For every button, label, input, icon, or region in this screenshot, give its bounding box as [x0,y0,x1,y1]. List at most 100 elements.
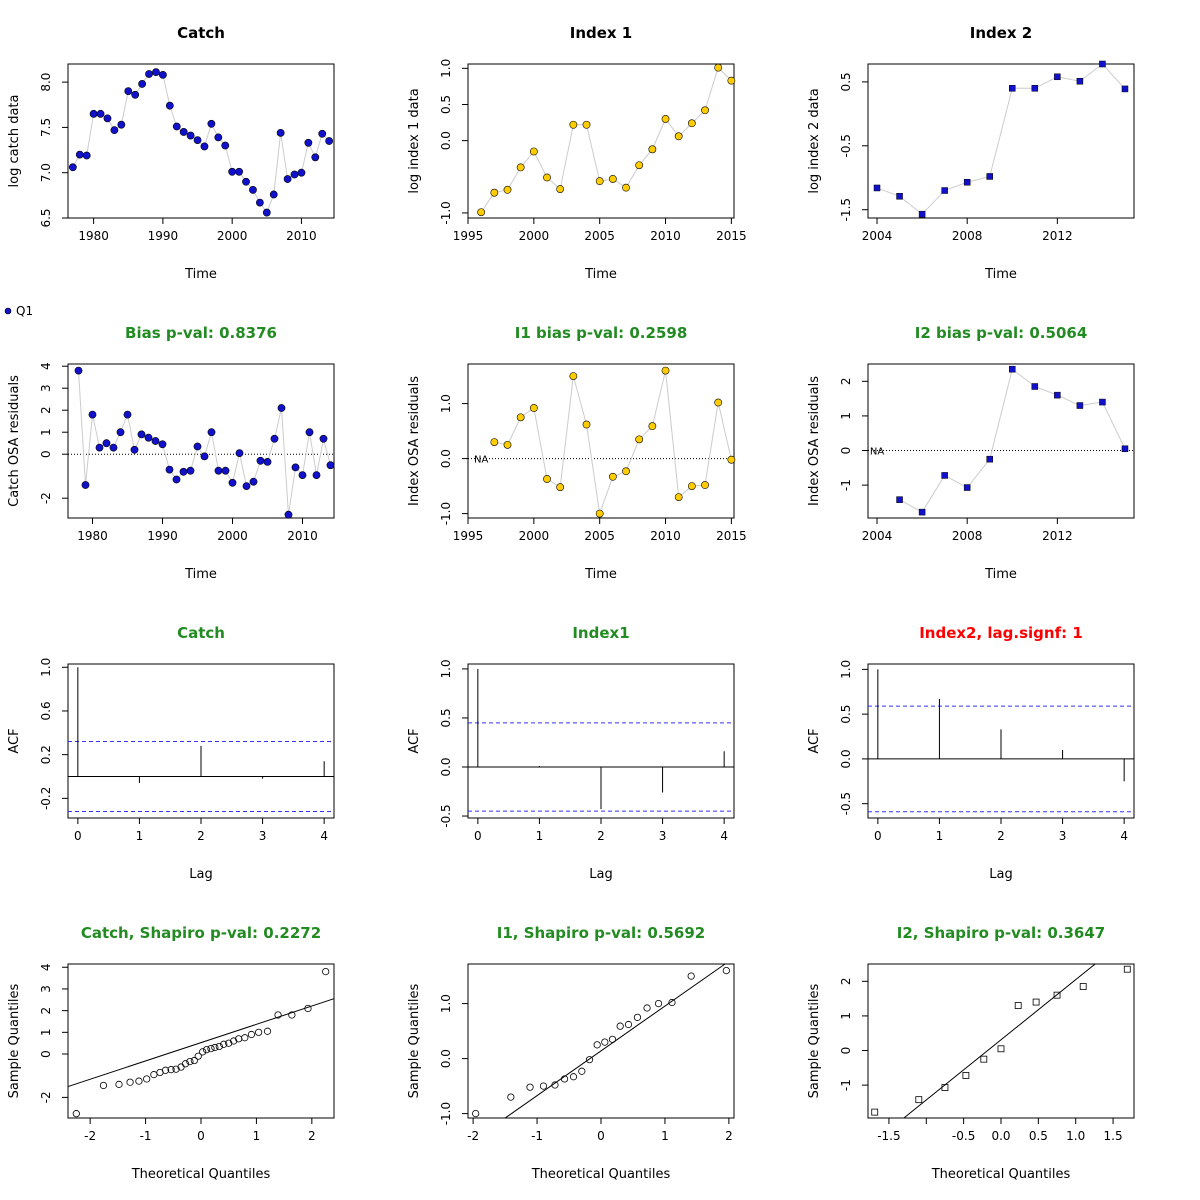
data-point [276,128,285,137]
data-point [556,185,565,193]
data-point [963,178,971,186]
plot-frame [867,363,1135,519]
x-tick-label: -2 [84,1129,96,1143]
x-tick-label: 2 [308,1129,316,1143]
data-point [304,1004,312,1013]
x-tick-label: 1 [536,829,544,843]
data-point [214,133,223,142]
data-point [145,70,153,78]
data-point [701,481,709,489]
y-tick-label: -1.5 [839,198,853,221]
x-tick-label: 2 [725,1129,733,1143]
x-tick-label: 1.0 [1066,1129,1085,1143]
data-point [211,1043,219,1052]
data-point [674,493,683,501]
data-point [131,90,140,99]
data-point [516,413,525,422]
legend-marker [4,307,12,315]
data-point [941,1084,949,1091]
x-tick-label: 2015 [716,229,747,243]
data-point [242,177,250,186]
data-point [110,126,119,135]
x-tick-label: 1980 [77,529,108,543]
panel-title: Catch [177,624,225,642]
panel-title: I2 bias p-val: 0.5064 [915,324,1088,342]
y-tick-label: 1.0 [839,660,853,679]
data-point [144,433,153,442]
x-tick-label: 3 [1059,829,1067,843]
data-point [249,186,257,194]
na-label: NA [474,455,488,466]
y-tick-label: -2 [39,492,53,504]
data-point [714,63,723,72]
panel-6: I2 bias p-val: 0.5064 Time Index OSA resid… [807,324,1135,582]
data-point [88,410,97,419]
y-tick-label: -0.5 [439,804,453,827]
data-point [318,129,327,138]
data-point [249,477,258,486]
data-point [1031,85,1039,92]
panel-10: Catch, Shapiro p-val: 0.2272 Theoretical … [7,924,335,1182]
data-point [714,398,723,407]
data-point [1099,60,1106,68]
data-point [200,142,209,151]
x-tick-label: 2004 [862,529,893,543]
data-point [214,466,223,475]
panel-title: I1, Shapiro p-val: 0.5692 [497,924,705,942]
y-tick-label: 2 [39,406,53,414]
x-tick-label: 4 [320,829,328,843]
y-tick-label: 2 [839,377,853,385]
data-point [150,1071,158,1079]
data-point [277,404,286,412]
data-point [68,163,77,172]
series-connector-line [899,368,1126,513]
data-point [560,1075,569,1083]
y-tick-label: -2 [39,1091,53,1103]
data-point [1076,78,1084,85]
y-tick-label: 1.0 [39,658,53,677]
data-point [490,438,499,446]
x-tick-label: -1 [531,1129,543,1143]
data-point [529,404,538,412]
data-point [207,1044,215,1053]
y-tick-label: 0.0 [839,749,853,768]
data-point [616,1022,624,1030]
x-axis-label: Theoretical Quantiles [131,1167,271,1182]
plot-frame [867,963,1135,1119]
y-tick-label: 0 [839,1047,853,1055]
data-point [918,508,926,516]
data-point [305,428,314,437]
data-point [130,445,139,454]
panel-title: Index2, lag.signf: 1 [919,624,1083,642]
x-tick-label: 2000 [217,229,248,243]
data-point [918,210,926,218]
data-point [962,1072,970,1079]
series-connector-line [480,66,732,213]
data-point [165,101,174,110]
data-point [608,175,617,183]
y-tick-label: 0.0 [439,757,453,776]
data-point [96,109,105,118]
panel-7: Catch Lag ACF 0 1 2 3 4 -0.2 0.2 0.6 1.0 [7,624,335,882]
data-point [503,185,512,194]
data-point [1099,398,1106,406]
y-tick-label: 0.0 [439,449,453,468]
data-point [727,76,736,85]
x-tick-label: 1 [136,829,144,843]
data-point [1054,391,1061,399]
data-point [578,1067,586,1075]
data-point [262,208,271,217]
panel-title: Catch [177,24,225,42]
y-tick-label: 2 [839,977,853,985]
y-tick-label: 2 [39,1007,53,1015]
y-axis-label: Sample Quantiles [807,983,822,1098]
data-point [319,434,328,443]
panel-title: Index1 [572,624,629,642]
data-point [582,420,591,429]
x-axis-label: Time [184,267,217,282]
x-axis-label: Time [584,567,617,582]
y-tick-label: 7.5 [39,118,53,137]
data-point [569,120,578,129]
data-point [1009,365,1016,373]
